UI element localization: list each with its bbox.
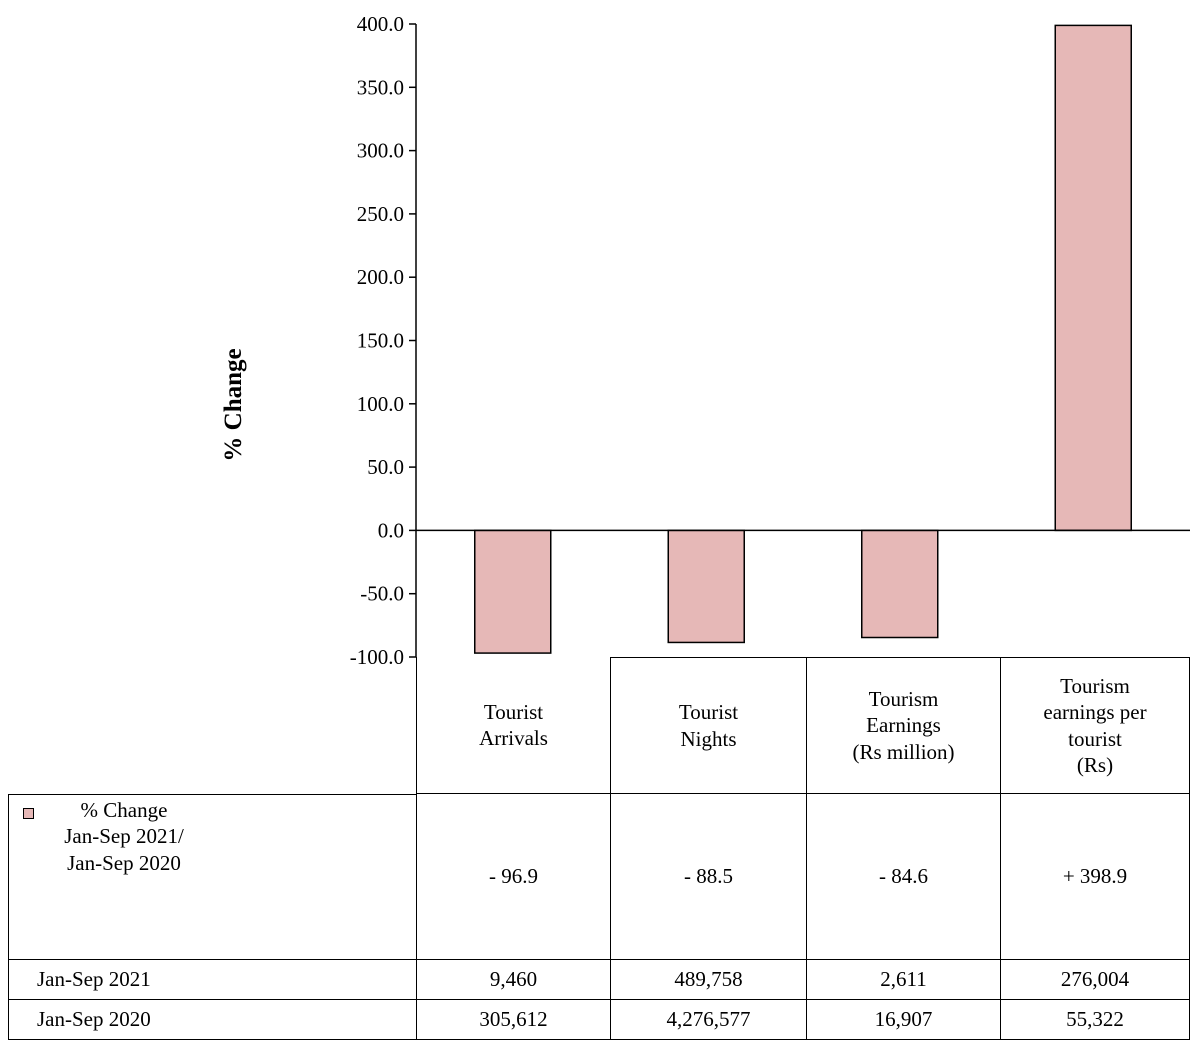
y-axis-ticks: 400.0 350.0 300.0 250.0 200.0 150.0 100.0 50.0 0… [350,12,416,669]
chart-area: 400.0 350.0 300.0 250.0 200.0 150.0 100.0 50.0 0… [220,12,1190,669]
bar [667,529,745,644]
table-cell: 16,907 [806,1000,1000,1040]
y-tick-label: 50.0 [367,455,404,479]
bars [474,24,1132,654]
y-axis-label: % Change [220,348,247,461]
y-tick-label: 250.0 [357,202,404,226]
table-cell: 4,276,577 [610,1000,806,1040]
category-label: Tourism Earnings (Rs million) [806,657,1000,794]
y-tick-label: 150.0 [357,329,404,353]
bar [474,529,552,654]
legend-swatch [23,808,34,819]
y-tick-label: -100.0 [350,645,404,669]
bar [1054,24,1132,532]
bar [861,529,939,639]
table-cell: 9,460 [416,960,610,1000]
data-label: - 88.5 [610,794,806,960]
table-row-label: Jan-Sep 2020 [8,1000,416,1040]
legend-cell: % Change Jan-Sep 2021/ Jan-Sep 2020 [8,794,416,960]
table-row-label: Jan-Sep 2021 [8,960,416,1000]
table-cell: 55,322 [1000,1000,1190,1040]
category-label: Tourism earnings per tourist (Rs) [1000,657,1190,794]
table-cell: 2,611 [806,960,1000,1000]
table-cell: 489,758 [610,960,806,1000]
table-corner-empty [8,657,416,794]
category-label: Tourist Nights [610,657,806,794]
legend-label: % Change Jan-Sep 2021/ Jan-Sep 2020 [64,798,184,875]
table-cell: 305,612 [416,1000,610,1040]
data-label: - 84.6 [806,794,1000,960]
table-cell: 276,004 [1000,960,1190,1000]
category-label: Tourist Arrivals [416,657,610,794]
data-label: - 96.9 [416,794,610,960]
y-tick-label: 300.0 [357,139,404,163]
y-tick-label: 200.0 [357,265,404,289]
y-tick-label: -50.0 [360,582,404,606]
data-label: + 398.9 [1000,794,1190,960]
y-tick-label: 100.0 [357,392,404,416]
y-tick-label: 400.0 [357,12,404,36]
y-tick-label: 0.0 [378,518,404,542]
y-tick-label: 350.0 [357,75,404,99]
